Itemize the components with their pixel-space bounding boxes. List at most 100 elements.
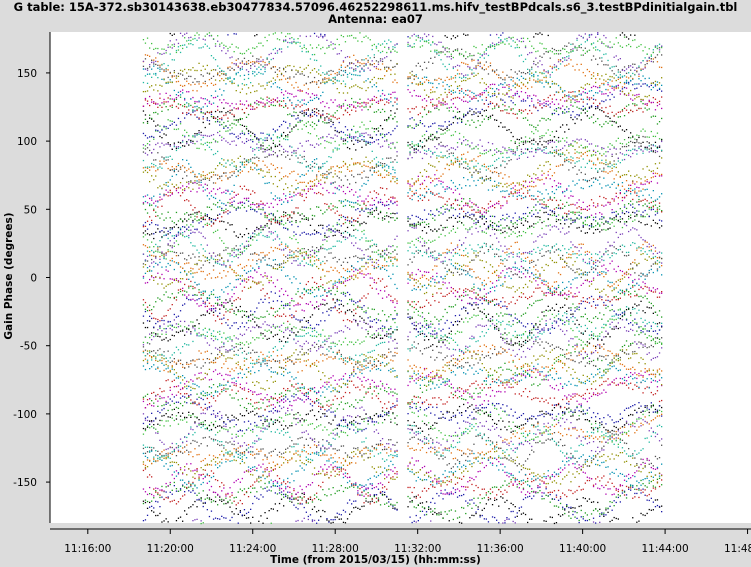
data-point [346, 361, 349, 363]
data-point [274, 431, 276, 433]
data-point [371, 497, 373, 500]
data-point [188, 183, 190, 185]
data-point [190, 321, 192, 323]
data-point [338, 489, 340, 492]
data-point [165, 337, 167, 339]
data-point [293, 498, 295, 500]
data-point [252, 442, 254, 444]
data-point [278, 295, 281, 297]
data-point [194, 325, 196, 328]
data-point [322, 468, 324, 470]
data-point [190, 484, 192, 486]
data-point [198, 323, 200, 325]
data-point [272, 335, 274, 338]
data-point [198, 492, 200, 494]
data-point [157, 366, 159, 368]
data-point [221, 458, 223, 461]
data-point [151, 241, 153, 243]
data-point [233, 459, 235, 461]
data-point [153, 488, 155, 490]
data-point [268, 422, 270, 424]
data-point [353, 229, 355, 231]
data-point [287, 390, 289, 392]
data-point [217, 415, 219, 417]
data-point [330, 464, 332, 466]
data-point [272, 461, 274, 463]
data-point [200, 214, 202, 217]
data-point [344, 313, 347, 315]
data-point [316, 392, 318, 394]
data-point [256, 234, 258, 236]
data-point [151, 500, 153, 502]
data-point [239, 333, 241, 335]
data-point [381, 330, 384, 332]
data-point [155, 333, 157, 335]
data-point [328, 377, 330, 380]
data-point [328, 466, 330, 468]
data-point [276, 268, 279, 270]
data-point [388, 443, 390, 445]
data-point [324, 236, 326, 238]
data-point [283, 398, 285, 400]
data-point [280, 498, 283, 500]
data-point [340, 276, 342, 278]
data-point [212, 500, 215, 502]
data-point [159, 196, 161, 198]
data-point [198, 377, 200, 379]
data-point [235, 33, 237, 35]
data-point [289, 425, 291, 427]
data-point [332, 462, 334, 464]
data-point [179, 330, 182, 332]
data-point [371, 213, 373, 215]
data-point [237, 447, 239, 449]
data-point [274, 346, 276, 348]
data-point [303, 387, 305, 390]
data-point [289, 314, 291, 317]
data-point [388, 455, 390, 457]
data-point [276, 419, 279, 421]
data-point [272, 214, 274, 216]
data-point [171, 366, 173, 368]
data-point [241, 204, 243, 206]
data-point [357, 229, 359, 232]
data-point [190, 333, 192, 335]
data-point [184, 294, 186, 296]
data-point [169, 321, 171, 323]
data-point [373, 386, 375, 388]
data-point [336, 300, 338, 302]
data-point [355, 363, 357, 365]
data-point [239, 251, 241, 253]
data-point [299, 390, 301, 392]
data-point [243, 326, 246, 328]
data-point [254, 339, 256, 341]
data-point [293, 235, 295, 237]
data-point [301, 335, 303, 337]
data-point [313, 467, 316, 469]
data-point [225, 249, 227, 251]
data-point [144, 407, 147, 409]
data-point [318, 425, 320, 427]
data-point [344, 373, 347, 375]
data-point [293, 393, 295, 395]
data-point [144, 282, 147, 284]
data-point [196, 468, 198, 470]
data-point [303, 360, 305, 362]
data-point [266, 419, 268, 421]
data-point [179, 488, 182, 490]
data-point [219, 465, 221, 467]
data-point [177, 450, 180, 453]
data-point [336, 408, 338, 410]
data-point [320, 416, 322, 418]
data-point [351, 235, 353, 237]
data-point [239, 367, 241, 370]
data-point [192, 481, 194, 484]
data-point [384, 341, 386, 343]
data-point [217, 276, 219, 278]
data-point [217, 425, 219, 427]
data-point [324, 289, 326, 291]
data-point [239, 462, 241, 465]
data-point [188, 468, 190, 470]
data-point [159, 458, 161, 460]
data-point [254, 440, 256, 442]
data-point [291, 314, 293, 316]
